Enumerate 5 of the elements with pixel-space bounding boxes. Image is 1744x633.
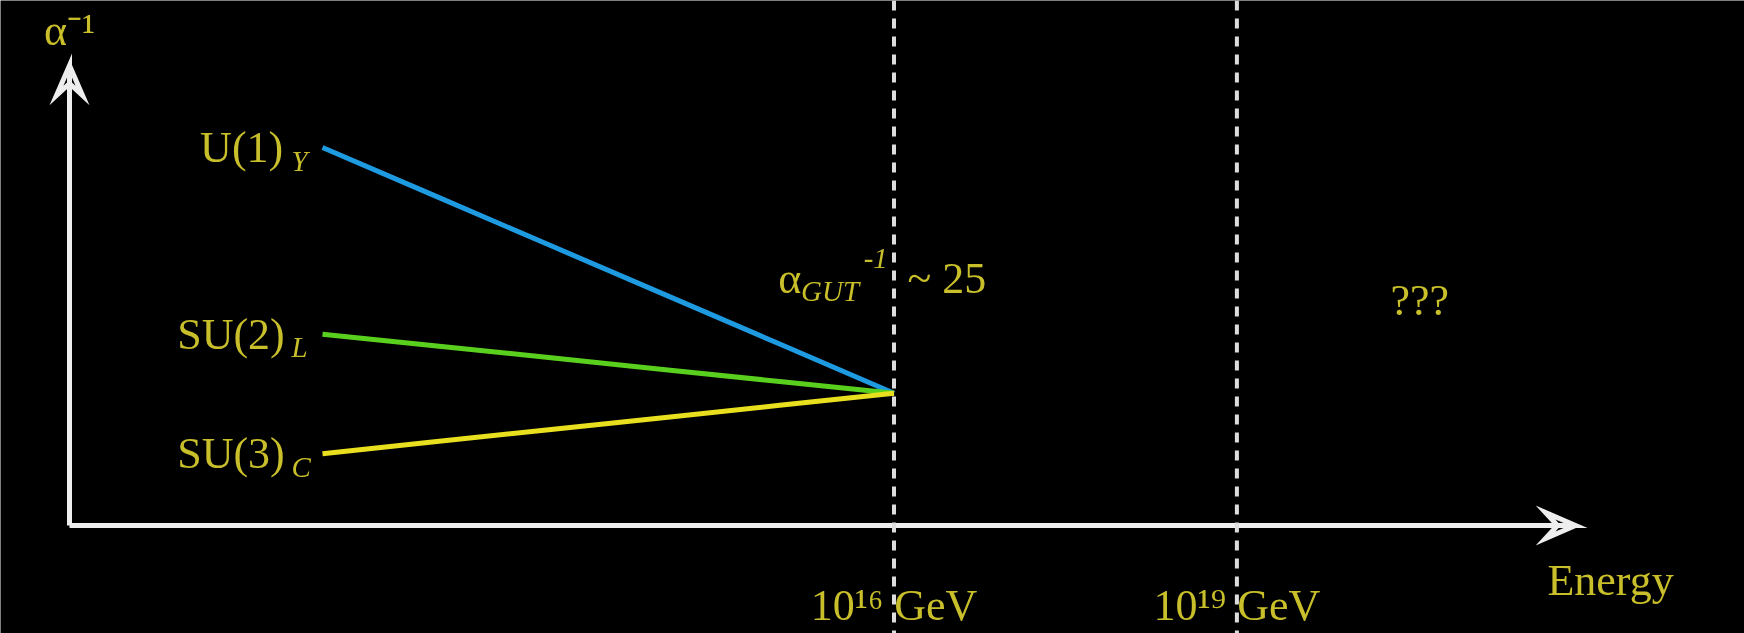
text: ???: [1390, 276, 1450, 325]
text: α⁻¹: [43, 6, 96, 55]
text: Energy: [1547, 556, 1674, 605]
x-tick-label: 10¹⁹ GeV: [1153, 581, 1321, 630]
x-tick-label: 10¹⁶ GeV: [810, 581, 978, 630]
